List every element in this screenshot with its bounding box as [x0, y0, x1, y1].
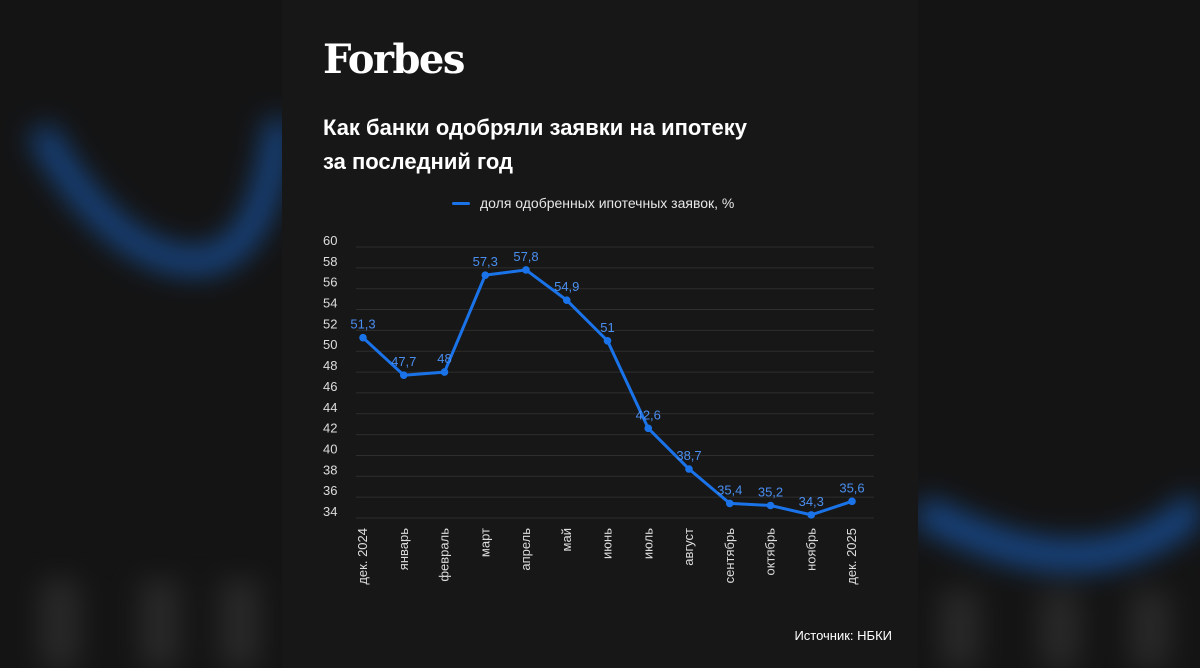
y-tick-label: 48: [323, 358, 337, 373]
x-tick-label: сентябрь: [722, 528, 737, 584]
y-tick-label: 60: [323, 233, 337, 248]
x-tick-label: апрель: [518, 528, 533, 571]
data-label: 51: [600, 320, 614, 335]
data-label: 57,3: [473, 254, 498, 269]
data-point: [848, 497, 856, 506]
data-label: 34,3: [799, 494, 824, 509]
data-label: 42,6: [636, 407, 661, 422]
chart-title-line-2: за последний год: [323, 149, 513, 174]
data-label: 54,9: [554, 279, 579, 294]
x-tick-label: март: [477, 528, 492, 557]
y-tick-label: 56: [323, 275, 337, 290]
y-tick-label: 38: [323, 462, 337, 477]
x-tick-label: февраль: [437, 528, 452, 582]
data-point: [562, 296, 571, 304]
data-label: 35,6: [839, 480, 864, 495]
data-label: 48: [437, 351, 451, 366]
data-point: [359, 333, 367, 342]
x-tick-label: июль: [640, 528, 655, 559]
data-point: [440, 368, 449, 376]
y-tick-label: 34: [323, 504, 337, 519]
background-blur-left: [28, 118, 290, 668]
x-tick-label: октябрь: [763, 528, 778, 576]
chart-title: Как банки одобряли заявки на ипотеку за …: [323, 111, 843, 179]
y-tick-label: 42: [323, 421, 337, 436]
x-tick-label: январь: [396, 528, 411, 570]
y-tick-label: 44: [323, 400, 337, 415]
data-point: [481, 271, 490, 279]
data-point: [522, 266, 530, 274]
data-point: [644, 424, 653, 433]
data-point: [685, 465, 693, 473]
data-label: 47,7: [391, 354, 416, 369]
x-tick-label: дек. 2024: [355, 528, 370, 585]
data-label: 57,8: [513, 249, 538, 264]
source-note: Источник: НБКИ: [794, 628, 892, 643]
data-label: 35,4: [717, 482, 742, 497]
y-tick-label: 54: [323, 296, 337, 311]
y-tick-label: 36: [323, 483, 337, 498]
x-tick-label: ноябрь: [803, 528, 818, 571]
data-label: 51,3: [350, 317, 375, 332]
chart-legend: доля одобренных ипотечных заявок, %: [452, 195, 734, 211]
legend-label: доля одобренных ипотечных заявок, %: [480, 195, 735, 211]
series-line: [361, 268, 854, 517]
x-tick-label: май: [559, 528, 574, 551]
y-tick-label: 52: [323, 316, 337, 331]
x-tick-label: август: [681, 528, 696, 566]
data-label: 38,7: [676, 448, 701, 463]
y-tick-label: 50: [323, 337, 337, 352]
forbes-logo: Forbes: [323, 36, 465, 83]
data-point: [603, 337, 612, 345]
data-point: [807, 511, 816, 519]
chart-title-line-1: Как банки одобряли заявки на ипотеку: [323, 115, 748, 140]
y-tick-label: 40: [323, 441, 337, 456]
data-point: [399, 371, 408, 380]
y-tick-label: 46: [323, 379, 337, 394]
y-tick-label: 58: [323, 254, 337, 269]
chart-card: Forbes Как банки одобряли заявки на ипот…: [282, 0, 918, 668]
data-label: 35,2: [758, 484, 783, 499]
x-tick-label: июнь: [600, 528, 615, 559]
line-chart: 60 58 56 54 52 50 48 46 44 42 40 38 36 34 дек. 2024 янв…: [323, 233, 874, 585]
x-tick-label: дек. 2025: [844, 528, 859, 585]
legend-swatch: [452, 201, 470, 205]
background-blur-right: [913, 493, 1200, 668]
data-point: [725, 499, 734, 508]
data-point: [766, 501, 775, 510]
